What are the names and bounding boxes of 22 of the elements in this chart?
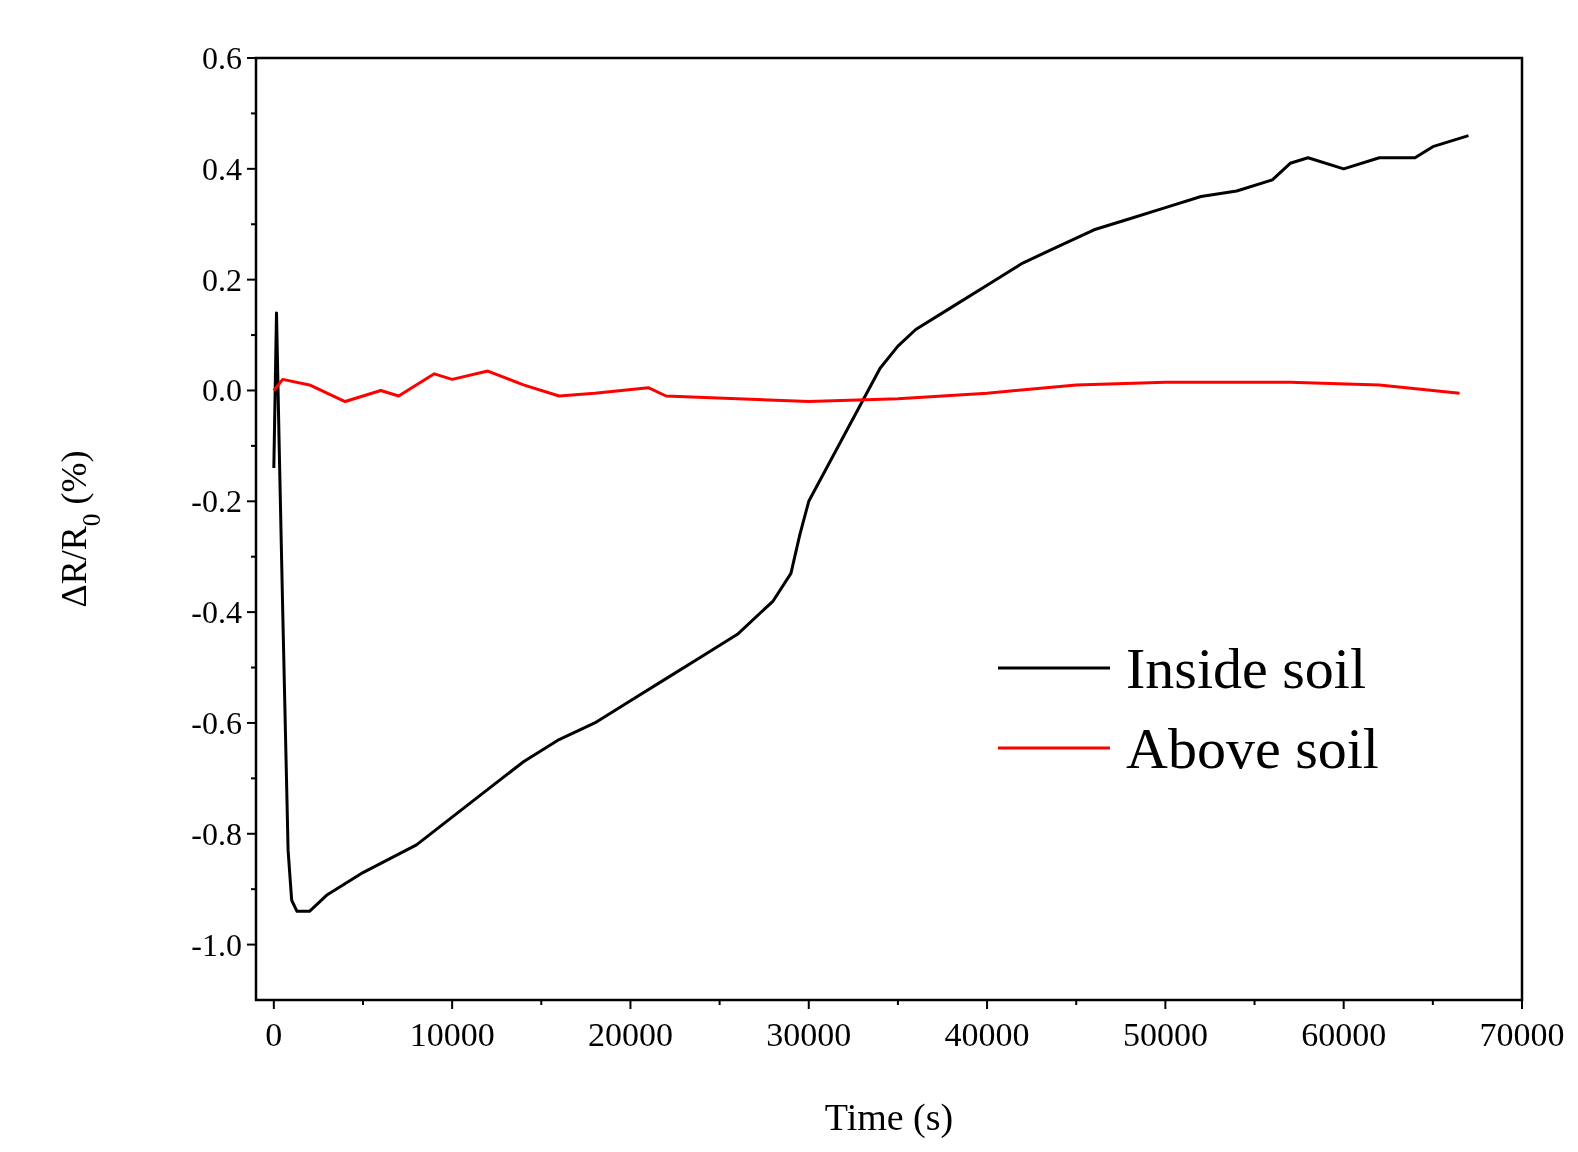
y-tick-label: 0.0 [202,372,242,409]
y-tick-label: 0.6 [202,40,242,76]
x-tick-label: 60000 [1301,1016,1387,1053]
x-tick-label: 40000 [944,1016,1030,1053]
y-tick-label: -0.8 [191,815,242,852]
y-tick-label: -0.6 [191,704,242,741]
y-tick-label: -1.0 [191,926,242,963]
x-tick-label: 70000 [1479,1016,1565,1053]
legend-label: Above soil [1126,716,1379,781]
line-series [272,369,1462,404]
y-tick-label: -0.4 [191,594,242,631]
y-tick-label: 0.4 [202,150,242,187]
y-tick-label: -0.2 [191,483,242,520]
x-axis-title: Time (s) [824,1096,954,1139]
x-tick-label: 0 [265,1016,283,1053]
x-tick-label: 20000 [587,1016,673,1053]
x-tick-label: 50000 [1122,1016,1208,1053]
x-tick-label: 30000 [766,1016,852,1053]
x-tick-label: 10000 [409,1016,495,1053]
legend-label: Inside soil [1126,636,1367,701]
line-series [272,134,1471,913]
y-tick-label: 0.2 [202,261,242,298]
